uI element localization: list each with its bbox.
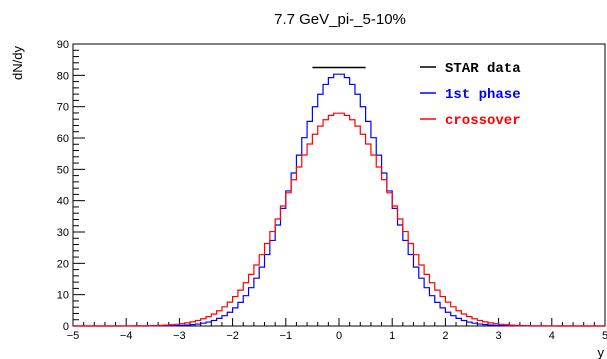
x-tick-label: 5 (602, 330, 607, 342)
series-1st-phase (73, 73, 605, 327)
legend-label: STAR data (445, 61, 521, 77)
series-crossover (73, 112, 605, 327)
y-axis-title: dN/dy (10, 46, 25, 80)
y-tick-label: 80 (57, 70, 69, 82)
series-layer (73, 66, 605, 327)
x-tick-label: −3 (173, 330, 186, 342)
legend-label: crossover (445, 113, 521, 129)
y-tick-label: 40 (57, 196, 69, 208)
x-tick-label: 2 (442, 330, 448, 342)
x-tick-label: −1 (280, 330, 293, 342)
x-tick-label: −2 (226, 330, 239, 342)
legend-label: 1st phase (445, 87, 521, 103)
axis-ticks (72, 43, 606, 327)
y-tick-label: 50 (57, 164, 69, 176)
y-tick-label: 10 (57, 290, 69, 302)
y-tick-label: 60 (57, 133, 69, 145)
y-tick-label: 90 (57, 39, 69, 51)
y-tick-label: 0 (63, 321, 69, 333)
y-tick-label: 20 (57, 258, 69, 270)
y-tick-label: 70 (57, 102, 69, 114)
x-tick-label: 0 (336, 330, 342, 342)
chart-title: 7.7 GeV_pi-_5-10% (274, 11, 406, 28)
x-tick-label: 4 (549, 330, 555, 342)
plot-frame (72, 43, 606, 327)
legend: STAR data 1st phase crossover (420, 61, 521, 129)
plot-area (72, 43, 606, 327)
x-axis-title: y (598, 345, 605, 359)
x-tick-label: 1 (389, 330, 395, 342)
x-tick-label: 3 (496, 330, 502, 342)
x-tick-label: −5 (67, 330, 80, 342)
x-tick-label: −4 (120, 330, 133, 342)
y-tick-label: 30 (57, 227, 69, 239)
